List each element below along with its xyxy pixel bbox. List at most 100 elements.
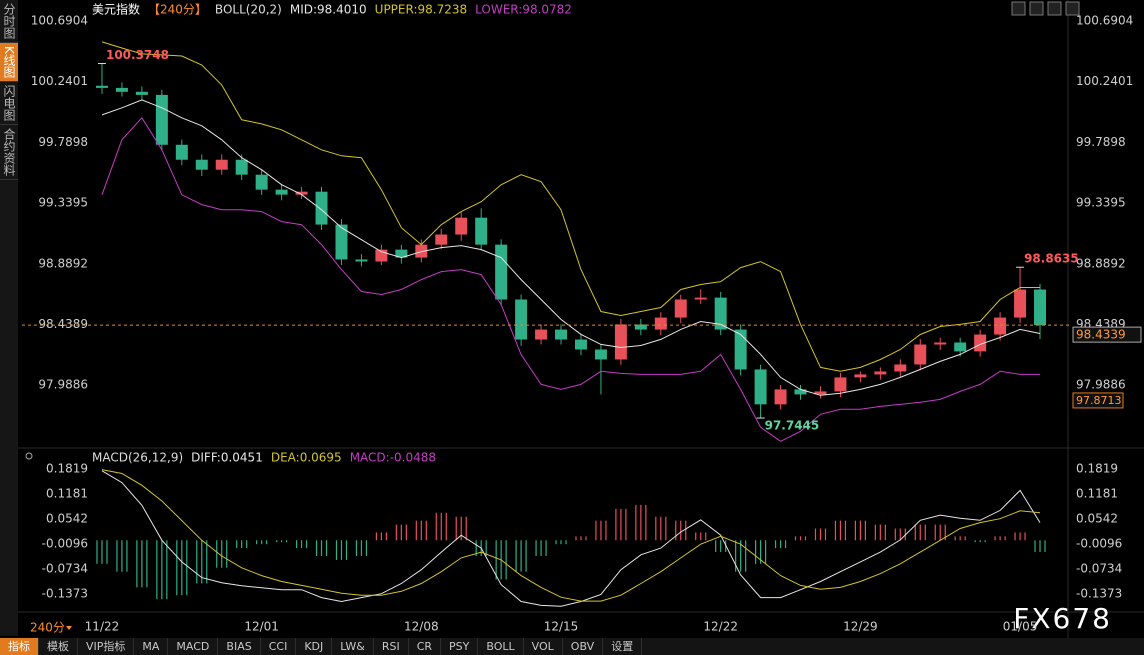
toolbar-item[interactable]: 模板 (39, 638, 78, 655)
candle-body (694, 297, 707, 300)
last-price-box (1072, 326, 1142, 343)
candle-body (455, 217, 468, 235)
settings-icon[interactable] (25, 452, 33, 460)
toolbar-item[interactable]: CCI (261, 638, 297, 655)
toolbar-item[interactable]: OBV (563, 638, 604, 655)
side-tab[interactable]: 分时图 (0, 0, 18, 43)
candle-body (914, 344, 927, 365)
toolbar-item[interactable]: VOL (524, 638, 563, 655)
candle-body (375, 249, 388, 262)
x-tick-label: 12/08 (404, 620, 439, 634)
window-button[interactable] (1047, 1, 1062, 16)
candle-body (495, 244, 508, 300)
candle-body (175, 144, 188, 160)
window-button[interactable] (1029, 1, 1044, 16)
watermark: FX678 (1013, 602, 1112, 635)
legend-text: UPPER:98.7238 (375, 3, 467, 17)
candle-body (115, 87, 128, 92)
y-tick-label: -0.0096 (42, 537, 88, 551)
x-tick-label: 01/05 (1003, 620, 1038, 634)
window-button[interactable] (1011, 1, 1026, 16)
band-line (101, 99, 1041, 396)
toolbar-item[interactable]: KDJ (296, 638, 333, 655)
toolbar-item[interactable]: PSY (441, 638, 479, 655)
candle-body (395, 249, 408, 258)
band-line (101, 41, 1040, 372)
legend-text: MID:98.4010 (290, 3, 367, 17)
candle-body (135, 91, 148, 95)
toolbar-item[interactable]: MA (134, 638, 169, 655)
candle-body (974, 334, 987, 352)
candle-body (295, 191, 308, 195)
sidebar: 分时图 K线图 闪电图 合约资料 (0, 0, 18, 636)
chart: 240分 FX678 100.6904 100.6904 100.2401 100.2… (18, 0, 1144, 638)
toolbar-item[interactable]: LW& (332, 638, 374, 655)
candle-body (215, 159, 228, 170)
y-tick-label: 100.6904 (31, 13, 88, 27)
side-tab[interactable]: K线图 (0, 43, 18, 82)
candle-body (774, 389, 787, 405)
y-tick-label: 98.8892 (1076, 256, 1126, 270)
candle-body (834, 377, 847, 392)
legend-text: DIFF:0.0451 (191, 451, 263, 465)
window-button[interactable] (1065, 1, 1080, 16)
reference-price-box (1072, 392, 1124, 409)
legend-text: DEA:0.0695 (271, 451, 342, 465)
candle-body (415, 244, 428, 258)
window-buttons (1011, 1, 1080, 16)
candle-body (994, 317, 1007, 335)
x-tick-label: 12/22 (703, 620, 738, 634)
macd-line (101, 469, 1041, 602)
y-tick-label: -0.1373 (42, 587, 88, 601)
candle-body (794, 389, 807, 395)
candle-body (1014, 289, 1027, 318)
candle-body (954, 342, 967, 352)
candle-body (155, 94, 168, 145)
y-tick-label: -0.0734 (42, 562, 88, 576)
macd-line (101, 470, 1041, 607)
y-tick-label: 97.9886 (38, 378, 88, 392)
y-tick-label: 99.3395 (1076, 196, 1126, 210)
candle-body (654, 317, 667, 330)
candle-body (235, 159, 248, 175)
toolbar-item[interactable]: 设置 (603, 638, 643, 655)
toolbar-item[interactable]: CR (409, 638, 442, 655)
candle-body (275, 189, 288, 195)
candle-body (335, 224, 348, 260)
y-tick-label: 0.1181 (1076, 486, 1118, 500)
toolbar-item[interactable]: 指标 (0, 638, 39, 655)
y-tick-label: 0.0542 (46, 511, 88, 525)
toolbar-item[interactable]: MACD (168, 638, 219, 655)
y-tick-label: 100.6904 (1076, 13, 1133, 27)
y-tick-label: 0.1819 (1076, 461, 1118, 475)
band-line (101, 116, 1040, 442)
y-tick-label: 98.8892 (38, 256, 88, 270)
candle-body (894, 364, 907, 372)
period-label[interactable]: 240分 (30, 621, 65, 635)
candle-body (95, 85, 108, 88)
candle-body (734, 329, 747, 370)
toolbar-item[interactable]: BIAS (218, 638, 261, 655)
y-tick-label: 98.4389 (38, 317, 88, 331)
toolbar-item[interactable]: BOLL (478, 638, 524, 655)
candle-body (475, 217, 488, 245)
y-tick-label: -0.0734 (1076, 562, 1122, 576)
legend-text: BOLL(20,2) (215, 3, 282, 17)
legend-text: 美元指数 (92, 2, 140, 17)
y-tick-label: -0.1373 (1076, 587, 1122, 601)
y-tick-label: 0.1181 (46, 486, 88, 500)
annotation: 98.8635 (1024, 252, 1079, 266)
toolbar-item[interactable]: RSI (374, 638, 409, 655)
x-tick-label: 12/29 (843, 620, 878, 634)
candle-body (874, 371, 887, 375)
side-tab[interactable]: 合约资料 (0, 125, 18, 180)
y-tick-label: 0.0542 (1076, 511, 1118, 525)
y-tick-label: 100.2401 (31, 74, 88, 88)
legend-text: LOWER:98.0782 (475, 3, 572, 17)
legend-text: MACD(26,12,9) (92, 451, 183, 465)
toolbar-item[interactable]: VIP指标 (78, 638, 135, 655)
y-tick-label: 97.9886 (1076, 378, 1126, 392)
candle-body (714, 297, 727, 330)
candle-body (854, 374, 867, 378)
side-tab[interactable]: 闪电图 (0, 82, 18, 125)
